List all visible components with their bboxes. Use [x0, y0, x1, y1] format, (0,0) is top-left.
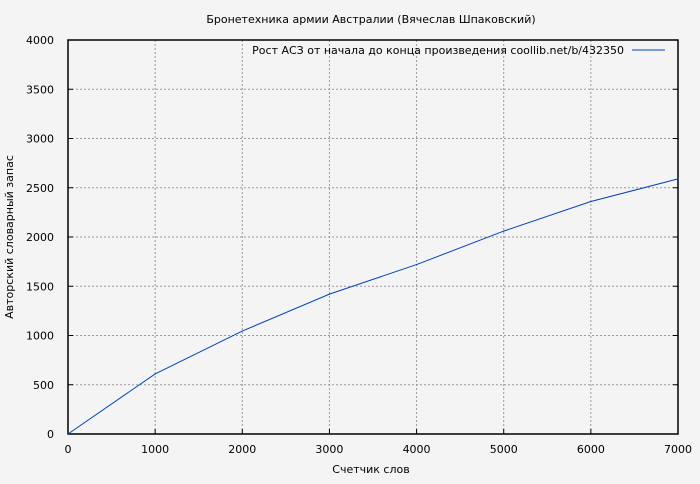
legend-label: Рост АСЗ от начала до конца произведения… — [252, 44, 624, 57]
data-point — [241, 330, 243, 332]
y-tick-label: 2000 — [26, 231, 54, 244]
x-tick-label: 6000 — [577, 443, 605, 456]
plot-frame — [67, 39, 679, 435]
x-tick-label: 0 — [65, 443, 72, 456]
data-point — [677, 178, 679, 180]
series-line — [67, 178, 679, 435]
y-axis-label: Авторский словарный запас — [3, 155, 16, 319]
y-tick-label: 0 — [47, 428, 54, 441]
y-tick-label: 4000 — [26, 34, 54, 47]
data-point — [503, 230, 505, 232]
x-tick-label: 2000 — [228, 443, 256, 456]
data-point — [154, 373, 156, 375]
y-tick-label: 3500 — [26, 83, 54, 96]
data-point — [67, 433, 69, 435]
grid — [68, 40, 678, 434]
data-point — [590, 200, 592, 203]
data-point — [328, 293, 331, 295]
x-tick-label: 1000 — [141, 443, 169, 456]
y-tick-label: 1500 — [26, 280, 54, 293]
x-axis-label: Счетчик слов — [332, 463, 409, 476]
x-tick-label: 3000 — [315, 443, 343, 456]
y-tick-label: 2500 — [26, 182, 54, 195]
series-group — [67, 178, 679, 435]
x-tick-label: 4000 — [403, 443, 431, 456]
x-tick-label: 7000 — [664, 443, 692, 456]
data-point — [415, 263, 418, 266]
chart-title: Бронетехника армии Австралии (Вячеслав Ш… — [206, 13, 535, 26]
y-tick-label: 1000 — [26, 330, 54, 343]
y-tick-label: 500 — [33, 379, 54, 392]
y-tick-label: 3000 — [26, 133, 54, 146]
axes: 0 500 1000 1500 2000 2500 3000 3500 4000 0 1000 200… — [26, 34, 692, 456]
legend: Рост АСЗ от начала до конца произведения… — [252, 44, 665, 57]
x-tick-label: 5000 — [490, 443, 518, 456]
